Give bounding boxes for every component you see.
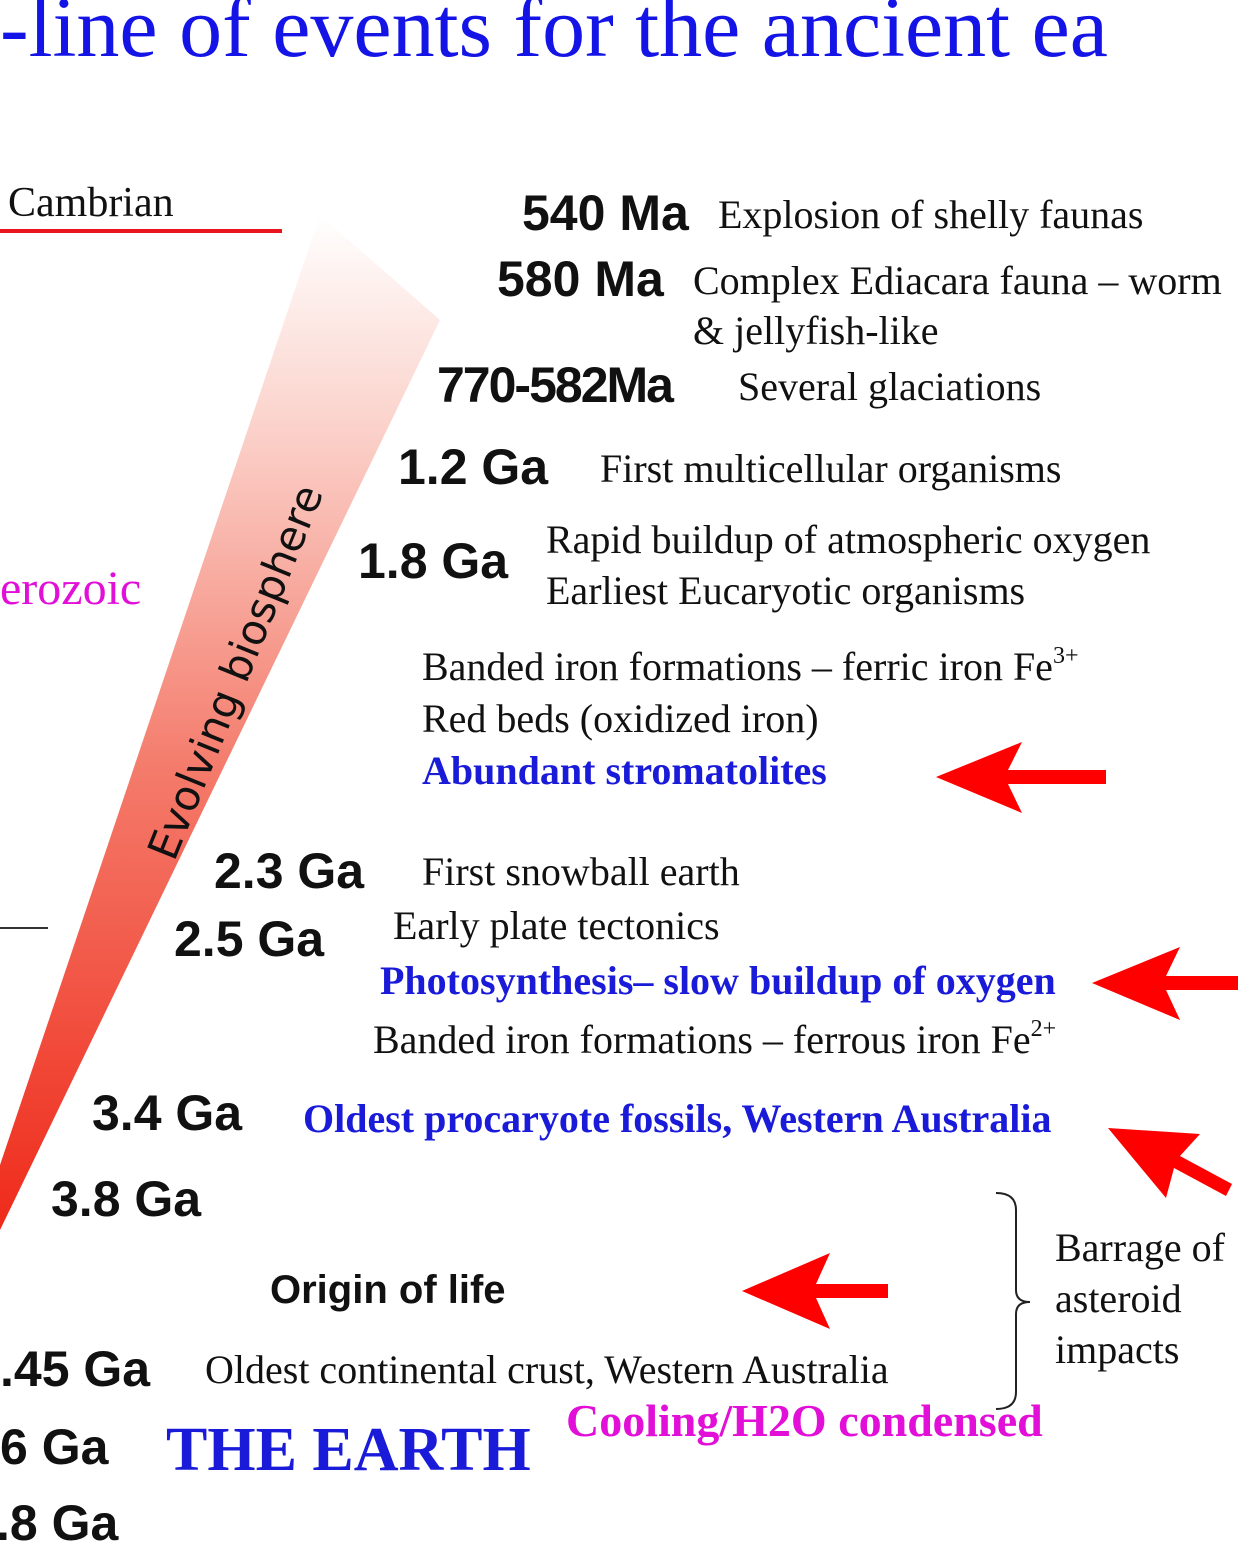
event-the-earth: THE EARTH [166,1416,531,1484]
event-banded-iron-ferric: Banded iron formations – ferric iron Fe3… [422,643,1079,689]
event-multicellular: First multicellular organisms [600,446,1062,491]
age-13-8-ga: .8 Ga [0,1495,119,1551]
asteroid-label-line3: impacts [1055,1327,1180,1372]
asteroid-label-line2: asteroid [1055,1276,1182,1321]
arrow-procaryote-fossils [1108,1128,1232,1198]
page-title: -line of events for the ancient ea [0,0,1108,75]
event-procaryote-fossils: Oldest procaryote fossils, Western Austr… [303,1096,1052,1141]
age-770-582-ma: 770-582Ma [437,357,674,413]
era-label-proterozoic: erozoic [0,562,142,615]
age-4-6-ga: 6 Ga [0,1419,109,1475]
event-continental-crust: Oldest continental crust, Western Austra… [205,1347,889,1392]
arrow-origin-of-life [742,1253,888,1329]
age-2-3-ga: 2.3 Ga [214,843,365,899]
event-red-beds: Red beds (oxidized iron) [422,696,819,741]
event-banded-iron-ferrous: Banded iron formations – ferrous iron Fe… [373,1016,1057,1062]
age-3-4-ga: 3.4 Ga [92,1085,243,1141]
event-shelly-faunas: Explosion of shelly faunas [718,192,1144,237]
age-1-2-ga: 1.2 Ga [398,439,549,495]
event-glaciations: Several glaciations [738,364,1042,409]
event-cooling: Cooling/H2O condensed [566,1395,1043,1446]
asteroid-label-line1: Barrage of [1055,1225,1225,1270]
event-photosynthesis: Photosynthesis– slow buildup of oxygen [380,958,1056,1003]
event-ediacara-fauna-line2: & jellyfish-like [693,308,939,353]
age-3-8-ga: 3.8 Ga [51,1171,202,1227]
era-label-cambrian: Cambrian [8,180,174,226]
age-2-5-ga: 2.5 Ga [174,911,325,967]
age-540-ma: 540 Ma [522,185,689,241]
event-origin-of-life: Origin of life [270,1268,506,1312]
age-1-8-ga: 1.8 Ga [358,533,509,589]
event-plate-tectonics: Early plate tectonics [393,903,720,948]
event-snowball-earth: First snowball earth [422,849,740,894]
age-580-ma: 580 Ma [497,251,664,307]
age-4-45-ga: .45 Ga [0,1341,151,1397]
event-ediacara-fauna: Complex Ediacara fauna – worm [693,258,1222,303]
arrow-stromatolites [936,742,1106,813]
arrow-photosynthesis [1092,947,1238,1020]
asteroid-brace [995,1192,1031,1410]
biosphere-wedge [0,215,440,1230]
event-eucaryotic: Earliest Eucaryotic organisms [546,568,1026,613]
event-stromatolites: Abundant stromatolites [422,748,827,793]
event-oxygen-buildup: Rapid buildup of atmospheric oxygen [546,517,1151,562]
